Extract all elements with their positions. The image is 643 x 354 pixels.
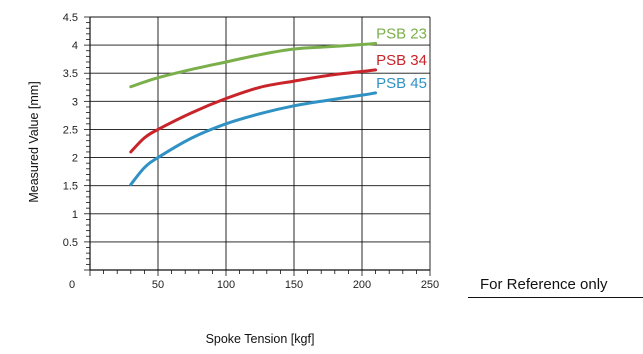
x-tick-label: 150 (285, 279, 303, 291)
y-tick-labels: 0.5 1 1.5 2 2.5 3 3.5 4 4.5 (63, 12, 78, 249)
x-tick-label: 50 (152, 279, 164, 291)
y-tick-label: 3 (72, 96, 78, 108)
x-tick-label: 200 (353, 279, 371, 291)
chart-axes (89, 17, 430, 271)
series-label: PSB 34 (376, 52, 427, 69)
y-tick-label: 2 (72, 153, 78, 165)
x-axis-title: Spoke Tension [kgf] (206, 332, 315, 346)
y-tick-label: 0.5 (63, 237, 78, 249)
reference-underline (468, 297, 643, 298)
x-tick-label: 100 (217, 279, 235, 291)
y-tick-label: 4.5 (63, 12, 78, 24)
x-tick-labels: 0 50 100 150 200 250 (69, 279, 439, 291)
x-tick-label: 0 (69, 279, 75, 291)
reference-note: For Reference only (480, 276, 608, 293)
y-tick-label: 4 (72, 40, 78, 52)
y-tick-label: 1 (72, 209, 78, 221)
y-tick-label: 1.5 (63, 181, 78, 193)
series-lines (129, 41, 378, 187)
y-tick-label: 2.5 (63, 124, 78, 136)
minor-ticks (84, 16, 431, 276)
x-tick-label: 250 (421, 279, 439, 291)
series-line-psb-23 (129, 41, 378, 89)
series-line-psb-45 (129, 91, 378, 187)
series-line-psb-34 (129, 68, 378, 154)
series-label: PSB 45 (376, 75, 427, 92)
chart-grid (90, 16, 431, 270)
y-tick-label: 3.5 (63, 68, 78, 80)
y-axis-title: Measured Value [mm] (27, 81, 41, 202)
series-label: PSB 23 (376, 25, 427, 42)
series-labels: PSB 23 PSB 34 PSB 45 (376, 25, 427, 91)
